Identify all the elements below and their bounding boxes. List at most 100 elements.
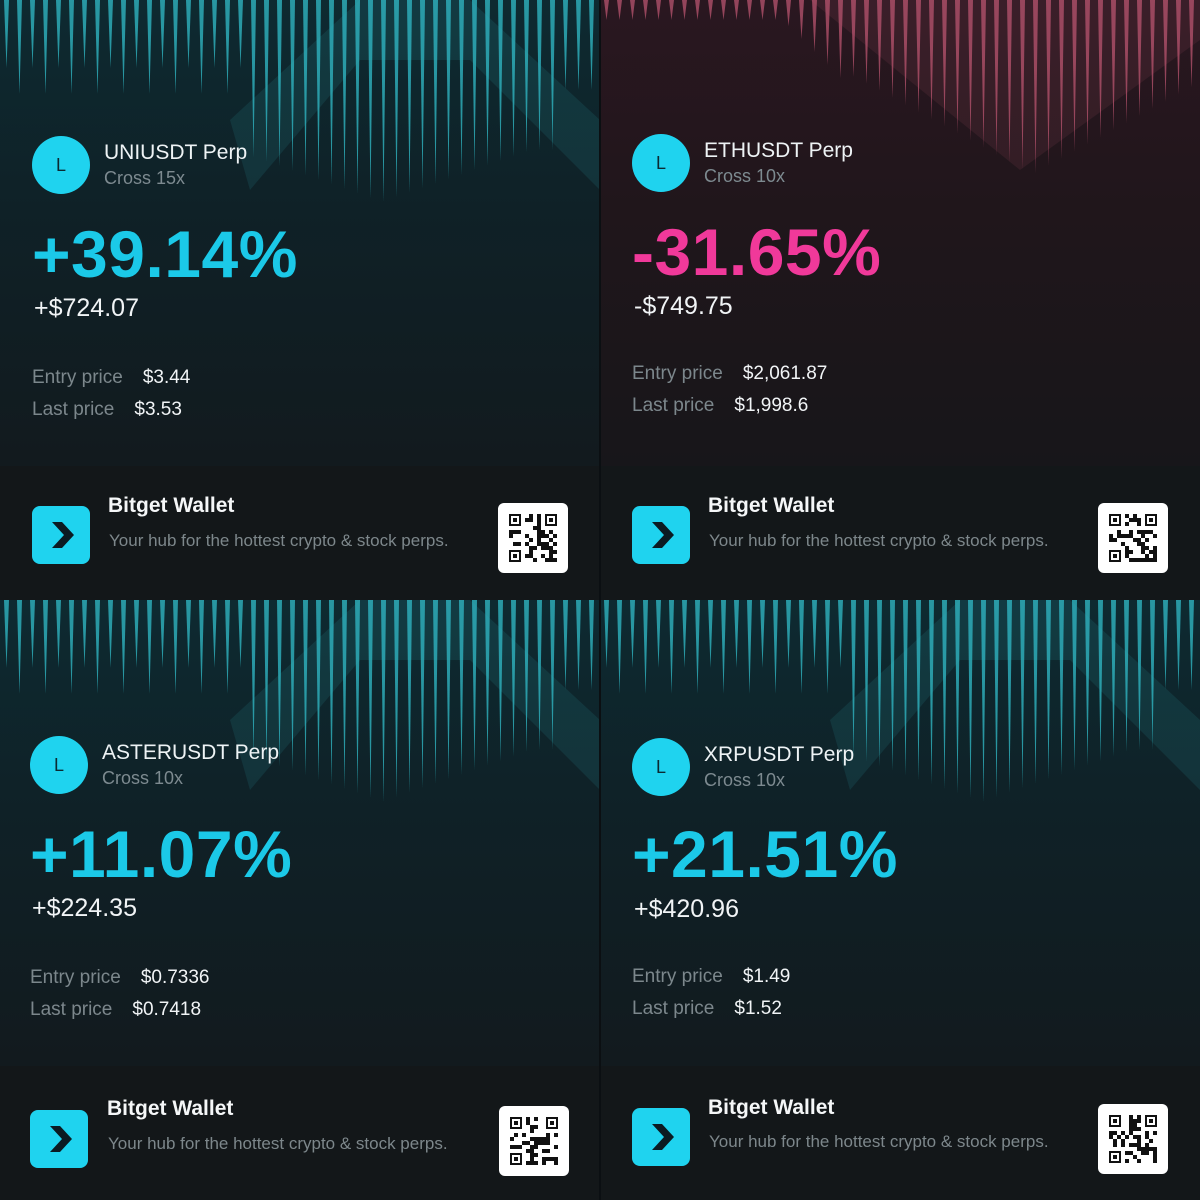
qr-module <box>1129 1131 1133 1135</box>
brand-name: Bitget Wallet <box>708 1096 835 1119</box>
last-price-label: Last price <box>632 395 715 416</box>
last-price-value: $1,998.6 <box>734 395 809 416</box>
stripe-bar <box>485 0 490 166</box>
stripe-bar <box>721 0 726 20</box>
qr-module <box>1129 518 1133 522</box>
stripe-bar <box>290 600 295 771</box>
stripe-bar <box>82 0 87 68</box>
stripe-bar <box>199 600 204 694</box>
stripe-bar <box>472 600 477 771</box>
entry-price-value: $0.7336 <box>140 967 210 988</box>
qr-module <box>1133 514 1137 518</box>
qr-code[interactable] <box>1098 1104 1168 1174</box>
pnl-amount: +$224.35 <box>32 894 137 922</box>
qr-finder-module <box>1113 518 1117 522</box>
qr-module <box>1129 1151 1133 1155</box>
brand-tagline: Your hub for the hottest crypto & stock … <box>109 531 449 550</box>
stripe-bar <box>433 0 438 184</box>
stripe-bar <box>929 600 934 785</box>
stripe-bar <box>1176 600 1181 690</box>
qr-module <box>526 1149 530 1153</box>
qr-module <box>514 1133 518 1137</box>
qr-module <box>1129 558 1133 562</box>
qr-module <box>1137 1139 1141 1143</box>
brand-name: Bitget Wallet <box>708 494 835 517</box>
stripe-bar <box>121 0 126 94</box>
qr-module <box>525 554 529 558</box>
stripe-bar <box>825 0 830 65</box>
stripe-bar <box>433 600 438 784</box>
stripe-bar <box>277 600 282 767</box>
qr-module <box>1141 550 1145 554</box>
qr-module <box>529 514 533 518</box>
qr-module <box>1129 1123 1133 1127</box>
qr-module <box>525 534 529 538</box>
chevron-right-icon <box>652 522 674 548</box>
stripe-bar <box>656 0 661 20</box>
stripe-bar <box>316 600 321 781</box>
qr-code[interactable] <box>1098 503 1168 573</box>
qr-module <box>1137 1115 1141 1119</box>
qr-module <box>549 550 553 554</box>
position-card-ethusdt: L ETHUSDT Perp Cross 10x -31.65% -$749.7… <box>600 0 1200 600</box>
qr-module <box>509 530 513 534</box>
symbol-label: XRPUSDT Perp <box>704 743 855 766</box>
stripe-pattern-decoration <box>604 0 1200 174</box>
stripe-bar <box>747 0 752 20</box>
qr-module <box>1145 546 1149 550</box>
qr-module <box>1153 554 1157 558</box>
qr-module <box>517 542 521 546</box>
qr-code[interactable] <box>499 1106 569 1176</box>
stripe-bar <box>968 0 973 141</box>
qr-module <box>1121 534 1125 538</box>
qr-module <box>546 1157 550 1161</box>
qr-module <box>530 1137 534 1141</box>
qr-finder-module <box>1113 1119 1117 1123</box>
stripe-bar <box>799 600 804 694</box>
stripe-bar <box>773 600 778 694</box>
last-price-label: Last price <box>30 999 113 1020</box>
qr-module <box>553 558 557 562</box>
qr-module <box>1153 1151 1157 1155</box>
qr-module <box>1125 534 1129 538</box>
promo-footer: Bitget Wallet Your hub for the hottest c… <box>0 1066 600 1200</box>
qr-module <box>1145 1135 1149 1139</box>
bitget-wallet-app-icon <box>30 1110 88 1168</box>
qr-module <box>1141 558 1145 562</box>
last-price-value: $1.52 <box>734 998 782 1019</box>
qr-module <box>1125 554 1129 558</box>
stripe-bar <box>511 600 516 757</box>
stripe-bar <box>329 0 334 185</box>
margin-mode-label: Cross 15x <box>104 168 186 188</box>
stripe-bar <box>43 0 48 94</box>
qr-module <box>1113 1131 1117 1135</box>
stripe-bar <box>903 0 908 106</box>
qr-module <box>1117 1135 1121 1139</box>
stripe-bar <box>604 0 609 20</box>
qr-module <box>529 554 533 558</box>
stripe-bar <box>1046 0 1051 167</box>
qr-module <box>1133 1123 1137 1127</box>
qr-module <box>1133 518 1137 522</box>
stripe-bar <box>1163 600 1168 690</box>
price-info: Entry price $3.44 Last price $3.53 <box>32 362 190 426</box>
qr-module <box>553 550 557 554</box>
qr-module <box>517 530 521 534</box>
qr-module <box>546 1137 550 1141</box>
qr-module <box>533 526 537 530</box>
stripe-bar <box>1163 0 1168 102</box>
qr-finder-module <box>1113 554 1117 558</box>
qr-module <box>546 1149 550 1153</box>
symbol-label: ASTERUSDT Perp <box>102 741 279 764</box>
stripe-bar <box>303 600 308 776</box>
stripe-bar <box>1020 0 1025 170</box>
stripe-bar <box>368 600 373 799</box>
stripe-bar <box>968 600 973 799</box>
qr-module <box>1153 1159 1157 1163</box>
symbol-label: UNIUSDT Perp <box>104 141 248 164</box>
stripe-bar <box>95 600 100 694</box>
stripe-bar <box>1124 600 1129 753</box>
qr-code[interactable] <box>498 503 568 573</box>
stripe-bar <box>30 600 35 668</box>
